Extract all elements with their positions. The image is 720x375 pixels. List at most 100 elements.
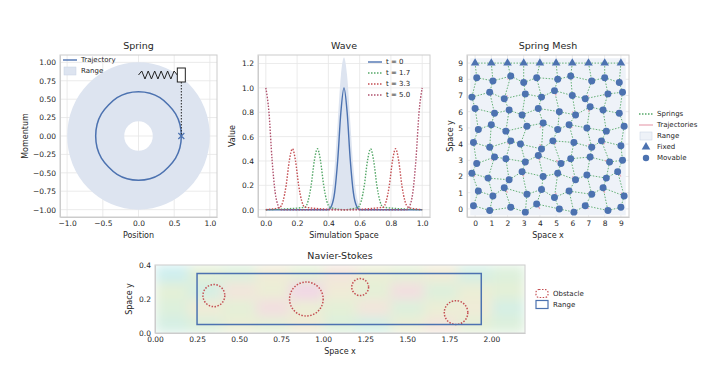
tick-label: 6 xyxy=(458,108,463,117)
movable-node xyxy=(486,89,493,96)
field-cell xyxy=(290,299,324,317)
tick: 9 xyxy=(619,217,624,228)
legend-item: t = 5.0 xyxy=(368,91,410,99)
wave-line xyxy=(266,88,422,210)
movable-node xyxy=(567,73,574,80)
tick-label: 0.2 xyxy=(139,295,151,304)
tick-label: 7 xyxy=(587,219,592,228)
legend-item: Movable xyxy=(643,154,687,162)
legend-swatch xyxy=(536,301,548,309)
movable-node xyxy=(538,145,545,152)
legend-label: Springs xyxy=(657,110,684,118)
tick: 3 xyxy=(522,217,527,228)
y-axis-title: Value xyxy=(228,125,237,147)
tick-label: 0.25 xyxy=(39,113,56,122)
field-cell xyxy=(222,299,256,317)
movable-node xyxy=(604,90,611,97)
plot-frame xyxy=(155,265,525,333)
tick: 0.0 xyxy=(260,217,272,228)
tick: 0.4 xyxy=(139,261,155,270)
plot-area xyxy=(67,62,210,209)
tick-label: 2 xyxy=(458,172,463,181)
tick: 6 xyxy=(570,217,575,228)
fixed-node xyxy=(584,58,593,65)
tick: −0.5 xyxy=(94,217,112,228)
plot-frame xyxy=(258,55,430,217)
tick: 8 xyxy=(603,217,608,228)
movable-node xyxy=(621,192,628,199)
tick-label: −0.50 xyxy=(33,169,56,178)
axis-line xyxy=(155,266,156,334)
movable-node xyxy=(489,77,496,84)
fixed-node xyxy=(552,58,561,65)
field-cell xyxy=(256,299,290,317)
movable-node xyxy=(519,111,526,118)
tick-label: 0 xyxy=(473,219,478,228)
legend-item: Springs xyxy=(639,110,684,118)
movable-node xyxy=(488,121,495,128)
fixed-node xyxy=(568,58,577,65)
tick: 0 xyxy=(458,205,467,214)
legend-label: Trajectory xyxy=(80,56,116,64)
movable-node xyxy=(475,126,482,133)
movable-node xyxy=(616,110,623,117)
range-annulus xyxy=(67,62,210,209)
current-state xyxy=(178,133,184,139)
field-cell xyxy=(189,299,223,317)
spring-icon xyxy=(139,68,186,136)
legend-item: t = 0 xyxy=(368,58,404,66)
legend-label: Trajectories xyxy=(656,121,698,129)
tick: 1.25 xyxy=(357,333,374,344)
movable-node xyxy=(491,110,498,117)
tick: 2.00 xyxy=(484,333,501,344)
movable-node xyxy=(470,202,477,209)
figure: −1.0−0.50.00.51.0−1.00−0.75−0.50−0.250.0… xyxy=(0,0,720,375)
wave-line xyxy=(266,149,422,210)
tick-label: 0.0 xyxy=(260,219,272,228)
tick: 1 xyxy=(489,217,494,228)
legend-label: Fixed xyxy=(657,143,675,151)
movable-node xyxy=(604,207,611,214)
movable-node xyxy=(588,191,595,198)
plot-background xyxy=(258,55,430,217)
spring xyxy=(522,172,527,195)
grid-line xyxy=(390,55,391,217)
grid-line xyxy=(359,55,360,217)
movable-node xyxy=(554,76,561,83)
plot-frame xyxy=(60,55,217,217)
legend-item: Obstacle xyxy=(536,290,584,298)
tick: 7 xyxy=(587,217,592,228)
axis-line xyxy=(60,56,61,218)
legend-swatch xyxy=(643,155,649,161)
movable-node xyxy=(583,171,590,178)
movable-node xyxy=(535,105,542,112)
range-area xyxy=(266,57,422,209)
movable-node xyxy=(572,176,579,183)
x-axis-title: Simulation Space xyxy=(309,231,379,240)
movable-node xyxy=(507,204,514,211)
tick: 5 xyxy=(458,124,467,133)
field-cell xyxy=(155,282,189,300)
tick-label: 0.2 xyxy=(242,181,254,190)
tick: 1.75 xyxy=(441,333,458,344)
tick-label: 0.75 xyxy=(273,335,290,344)
fixed-node xyxy=(487,58,496,65)
movable-node xyxy=(475,188,482,195)
movable-node xyxy=(520,79,527,86)
fixed-node xyxy=(519,58,528,65)
legend-item: Range xyxy=(536,301,575,309)
field-cell xyxy=(491,299,525,317)
tick-label: 0.50 xyxy=(231,335,248,344)
field-cell xyxy=(323,299,357,317)
chart-title: Spring Mesh xyxy=(519,40,578,51)
chart-title: Navier-Stokes xyxy=(307,250,372,261)
y-axis-title: Space y xyxy=(125,283,134,315)
x-axis-title: Space x xyxy=(324,347,356,356)
tick-label: 1.0 xyxy=(204,219,216,228)
movable-node xyxy=(486,144,493,151)
legend-item: Range xyxy=(640,132,679,140)
tick-label: 1.2 xyxy=(242,59,254,68)
legend-swatch xyxy=(640,132,652,140)
axis-line xyxy=(258,56,259,218)
legend: t = 0t = 1.7t = 3.3t = 5.0 xyxy=(368,58,410,99)
